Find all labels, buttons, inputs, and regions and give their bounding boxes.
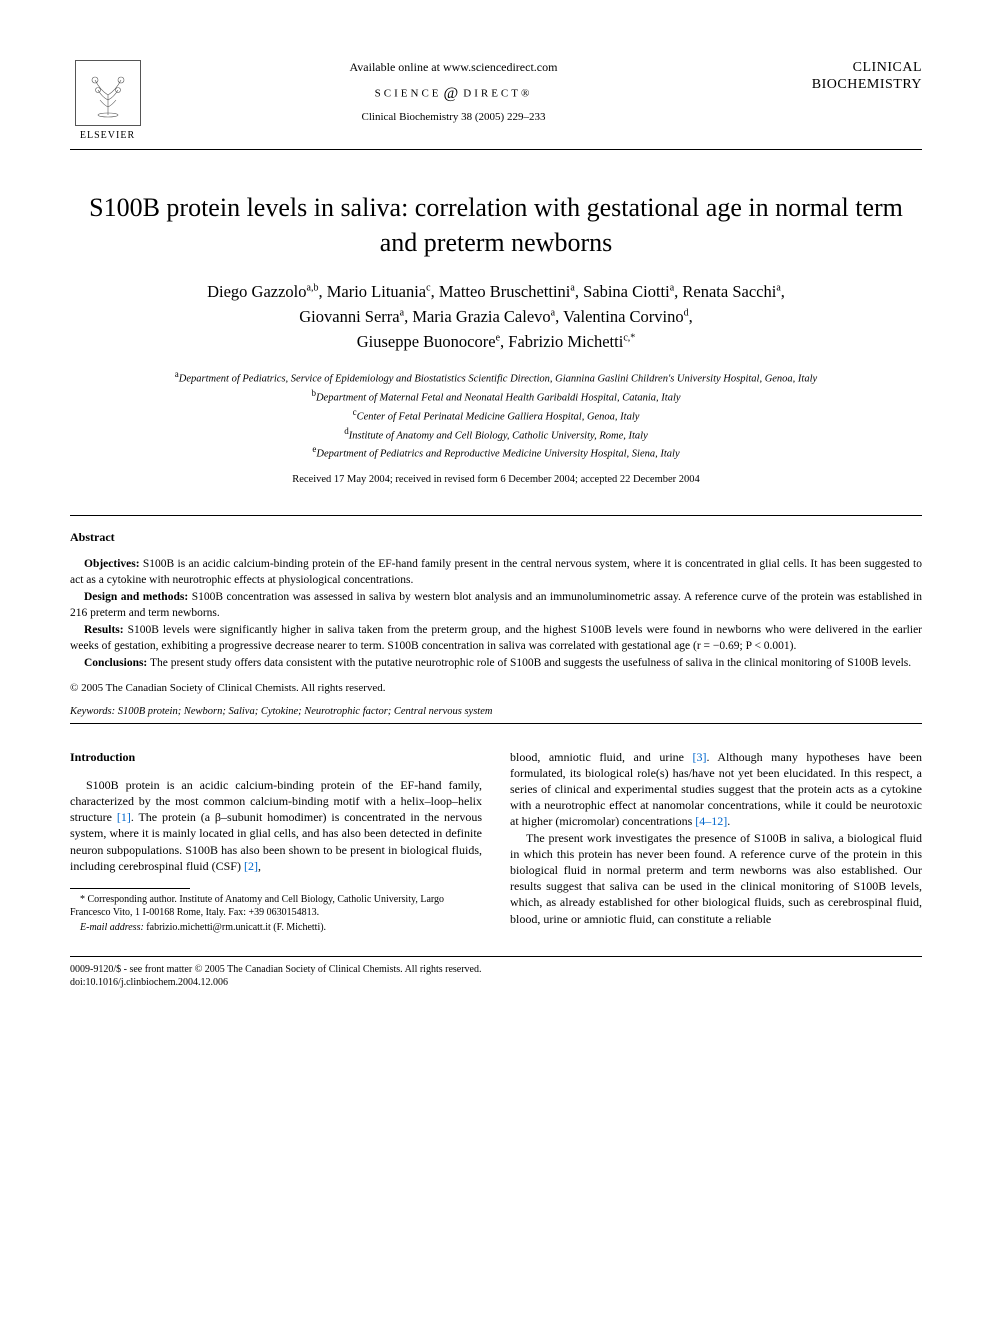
footer-line2: doi:10.1016/j.clinbiochem.2004.12.006 <box>70 976 922 989</box>
rule-before-abstract <box>70 515 922 516</box>
corresponding-author: * Corresponding author. Institute of Ana… <box>70 893 482 919</box>
keywords-label: Keywords: <box>70 706 115 717</box>
footnote-rule <box>70 888 190 889</box>
rule-after-keywords <box>70 723 922 724</box>
intro-text-1c: , <box>258 859 261 873</box>
abstract-heading: Abstract <box>70 530 922 545</box>
ref-link-1[interactable]: [1] <box>117 810 131 824</box>
journal-line2: BIOCHEMISTRY <box>762 77 922 94</box>
email-label: E-mail address: <box>80 922 144 933</box>
journal-line1: CLINICAL <box>762 60 922 77</box>
intro-text-1b: . The protein (a β–subunit homodimer) is… <box>70 810 482 873</box>
keywords: Keywords: S100B protein; Newborn; Saliva… <box>70 706 922 717</box>
abstract-body: Objectives: S100B is an acidic calcium-b… <box>70 557 922 672</box>
conclusions-label: Conclusions: <box>84 657 147 669</box>
publisher-name: ELSEVIER <box>80 130 135 141</box>
article-title: S100B protein levels in saliva: correlat… <box>70 190 922 260</box>
authors: Diego Gazzoloa,b, Mario Lituaniac, Matte… <box>70 280 922 354</box>
results-label: Results: <box>84 624 124 636</box>
intro-para-1-cont: blood, amniotic fluid, and urine [3]. Al… <box>510 749 922 830</box>
page-footer: 0009-9120/$ - see front matter © 2005 Th… <box>70 956 922 989</box>
citation: Clinical Biochemistry 38 (2005) 229–233 <box>145 111 762 123</box>
portal-text-2: DIRECT® <box>463 88 532 100</box>
footer-line1: 0009-9120/$ - see front matter © 2005 Th… <box>70 963 922 976</box>
elsevier-tree-icon <box>75 60 141 126</box>
ref-link-2[interactable]: [2] <box>244 859 258 873</box>
affiliations: aDepartment of Pediatrics, Service of Ep… <box>70 368 922 462</box>
objectives-text: S100B is an acidic calcium-binding prote… <box>70 558 922 586</box>
email-address: fabrizio.michetti@rm.unicatt.it (F. Mich… <box>146 922 326 933</box>
results-text: S100B levels were significantly higher i… <box>70 624 922 652</box>
ref-link-3[interactable]: [3] <box>693 750 707 764</box>
page-header: ELSEVIER Available online at www.science… <box>70 60 922 141</box>
intro-para-2: The present work investigates the presen… <box>510 830 922 927</box>
available-online: Available online at www.sciencedirect.co… <box>145 60 762 75</box>
column-right: blood, amniotic fluid, and urine [3]. Al… <box>510 749 922 936</box>
design-text: S100B concentration was assessed in sali… <box>70 591 922 619</box>
intro-para-1: S100B protein is an acidic calcium-bindi… <box>70 777 482 874</box>
sciencedirect-logo: SCIENCE@DIRECT® <box>145 85 762 103</box>
footnotes: * Corresponding author. Institute of Ana… <box>70 893 482 934</box>
objectives-label: Objectives: <box>84 558 140 570</box>
body-columns: Introduction S100B protein is an acidic … <box>70 749 922 936</box>
header-center: Available online at www.sciencedirect.co… <box>145 60 762 123</box>
design-label: Design and methods: <box>84 591 188 603</box>
keywords-text: S100B protein; Newborn; Saliva; Cytokine… <box>118 706 493 717</box>
journal-name: CLINICAL BIOCHEMISTRY <box>762 60 922 94</box>
abstract-copyright: © 2005 The Canadian Society of Clinical … <box>70 682 922 694</box>
conclusions-text: The present study offers data consistent… <box>150 657 911 669</box>
publisher-logo: ELSEVIER <box>70 60 145 141</box>
received-dates: Received 17 May 2004; received in revise… <box>70 474 922 485</box>
intro-text-2c: . <box>727 814 730 828</box>
intro-heading: Introduction <box>70 749 482 765</box>
ref-link-4[interactable]: [4–12] <box>695 814 727 828</box>
rule-top <box>70 149 922 150</box>
portal-text-1: SCIENCE <box>375 88 442 100</box>
column-left: Introduction S100B protein is an acidic … <box>70 749 482 936</box>
intro-text-2a: blood, amniotic fluid, and urine <box>510 750 693 764</box>
email-line: E-mail address: fabrizio.michetti@rm.uni… <box>70 921 482 934</box>
swirl-icon: @ <box>444 85 462 103</box>
